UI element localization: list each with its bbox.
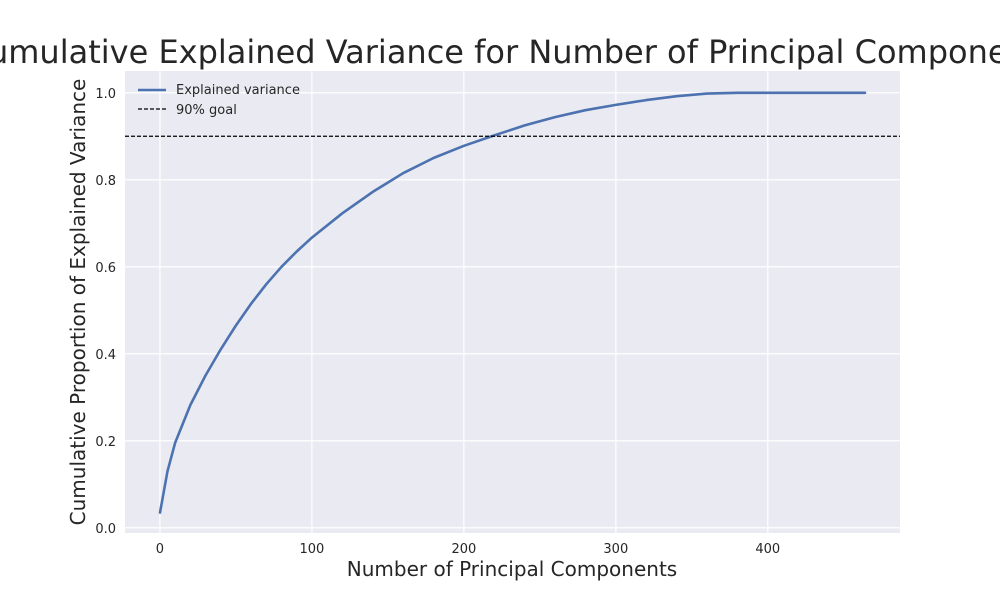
y-tick-labels: 0.0 0.2 0.4 0.6 0.8 1.0	[95, 87, 116, 537]
x-tick-label: 400	[755, 542, 780, 557]
x-tick-label: 100	[299, 542, 324, 557]
grid	[125, 71, 900, 533]
legend-label-90-goal: 90% goal	[176, 103, 237, 118]
y-tick-label: 0.6	[95, 261, 116, 276]
chart-title: Cumulative Explained Variance for Number…	[0, 33, 1000, 71]
x-axis-label: Number of Principal Components	[347, 557, 677, 581]
legend: Explained variance 90% goal	[138, 83, 300, 118]
y-tick-label: 1.0	[95, 87, 116, 102]
y-axis-label: Cumulative Proportion of Explained Varia…	[66, 79, 90, 526]
y-tick-label: 0.2	[95, 435, 116, 450]
x-tick-label: 200	[451, 542, 476, 557]
plot-area	[125, 71, 900, 533]
x-tick-labels: 0 100 200 300 400	[156, 542, 780, 557]
x-tick-label: 300	[603, 542, 628, 557]
y-tick-label: 0.0	[95, 522, 116, 537]
legend-label-explained-variance: Explained variance	[176, 83, 300, 98]
series-lines	[125, 91, 900, 514]
x-tick-label: 0	[156, 542, 164, 557]
explained-variance-line	[158, 91, 867, 514]
y-tick-label: 0.8	[95, 174, 116, 189]
y-tick-label: 0.4	[95, 348, 116, 363]
